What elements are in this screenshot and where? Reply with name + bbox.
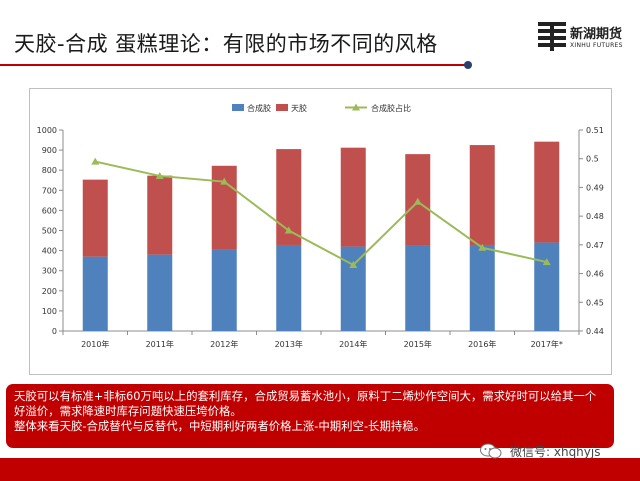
ratio-point xyxy=(284,226,293,234)
wechat-icon xyxy=(480,443,502,459)
y-left-tick-label: 600 xyxy=(42,206,57,215)
footer-bar xyxy=(0,458,640,481)
wechat-id-text: 微信号: xhqhyjs xyxy=(510,445,601,459)
y-left-tick-label: 1000 xyxy=(37,126,57,135)
ratio-line xyxy=(95,160,547,267)
y-right-tick-label: 0.5 xyxy=(586,155,599,164)
legend-swatch-natural xyxy=(276,104,288,111)
bar-synthetic xyxy=(147,254,173,331)
y-left-tick-label: 0 xyxy=(52,327,57,336)
bar-natural xyxy=(82,179,108,257)
ratio-point xyxy=(155,171,164,179)
chart-frame: 合成胶 天胶 合成胶占比 0 100 200 300 400 500 600 700 800 900 1… xyxy=(29,88,612,375)
ratio-point xyxy=(542,258,551,266)
company-logo: 新湖期货 XINHU FUTURES xyxy=(538,20,634,56)
y-right-tick-label: 0.48 xyxy=(586,212,604,221)
y-left-tick-label: 400 xyxy=(42,247,57,256)
y-left-tick-label: 100 xyxy=(42,307,57,316)
ratio-point xyxy=(478,243,487,251)
legend-swatch-ratio-marker xyxy=(352,103,360,111)
y-left-tick-label: 300 xyxy=(42,267,57,276)
slide-title: 天胶-合成 蛋糕理论：有限的市场不同的风格 xyxy=(14,32,438,56)
x-tick-label: 2013年 xyxy=(275,339,303,349)
y-right-tick-label: 0.51 xyxy=(586,126,604,135)
bar-series xyxy=(82,141,560,331)
y-left-tick-label: 900 xyxy=(42,146,57,155)
rubber-consumption-chart: 合成胶 天胶 合成胶占比 0 100 200 300 400 500 600 700 800 900 1… xyxy=(37,103,604,349)
commentary-line-2: 整体来看天胶-合成替代与反替代，中短期利好两者价格上涨-中期利空-长期持稳。 xyxy=(14,419,426,433)
y-right-tick-label: 0.44 xyxy=(586,327,604,336)
y-left-tick-label: 200 xyxy=(42,287,57,296)
title-divider xyxy=(0,64,468,66)
bar-natural xyxy=(534,141,560,243)
bar-natural xyxy=(340,147,366,247)
bar-synthetic xyxy=(405,245,431,331)
commentary-line-1: 天胶可以有标准+非标60万吨以上的套利库存，合成贸易蓄水池小，原料丁二烯炒作空间… xyxy=(14,389,597,418)
legend-label-synthetic: 合成胶 xyxy=(247,103,271,113)
bar-synthetic xyxy=(469,244,495,331)
y-right-tick-label: 0.45 xyxy=(586,298,604,307)
logo-name-en: XINHU FUTURES xyxy=(570,42,623,49)
ratio-point xyxy=(91,157,100,165)
commentary-box: 天胶可以有标准+非标60万吨以上的套利库存，合成贸易蓄水池小，原料丁二烯炒作空间… xyxy=(6,384,614,448)
x-tick-label: 2015年 xyxy=(404,339,432,349)
legend-label-natural: 天胶 xyxy=(291,103,307,113)
ratio-point xyxy=(413,197,422,205)
y-left-tick-label: 800 xyxy=(42,166,57,175)
ratio-point xyxy=(349,260,358,268)
y-left-tick-label: 500 xyxy=(42,227,57,236)
bar-synthetic xyxy=(82,256,108,331)
x-tick-label: 2014年 xyxy=(339,339,367,349)
x-tick-label: 2011年 xyxy=(146,339,174,349)
bar-synthetic xyxy=(276,244,302,331)
xinhu-logo-icon xyxy=(538,22,566,51)
chart-legend: 合成胶 天胶 合成胶占比 xyxy=(232,103,411,113)
chart-axes: 0 100 200 300 400 500 600 700 800 900 1000 0.44 0.45… xyxy=(37,126,604,349)
x-tick-label: 2010年 xyxy=(81,339,109,349)
x-tick-label: 2016年 xyxy=(468,339,496,349)
legend-swatch-synthetic xyxy=(232,104,244,111)
ratio-line-series xyxy=(91,157,551,268)
legend-label-ratio: 合成胶占比 xyxy=(371,103,411,113)
x-tick-label: 2017年* xyxy=(531,339,563,349)
y-right-tick-label: 0.47 xyxy=(586,241,604,250)
x-tick-label: 2012年 xyxy=(210,339,238,349)
title-divider-dot xyxy=(464,61,472,69)
bar-natural xyxy=(469,145,495,245)
ratio-point xyxy=(220,177,229,185)
bar-synthetic xyxy=(534,242,560,331)
logo-name-cn: 新湖期货 xyxy=(570,27,623,42)
bar-synthetic xyxy=(211,249,237,331)
y-right-tick-label: 0.46 xyxy=(586,270,604,279)
y-right-tick-label: 0.49 xyxy=(586,183,604,192)
bar-natural xyxy=(147,175,173,255)
y-left-tick-label: 700 xyxy=(42,186,57,195)
